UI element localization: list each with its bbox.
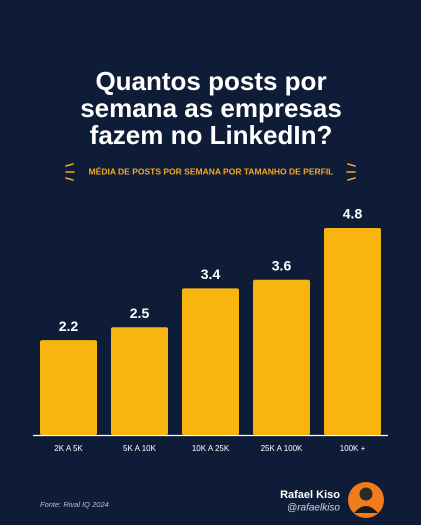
x-tick-label: 10K A 25K: [192, 444, 230, 453]
value-label: 3.4: [201, 266, 221, 282]
dash: [65, 177, 74, 181]
dash: [347, 163, 356, 167]
avatar: [348, 482, 384, 518]
subtitle-dashes: [65, 163, 356, 181]
author-name: Rafael Kiso: [280, 489, 340, 501]
source: Fonte: Rival IQ 2024: [40, 500, 109, 509]
chart-title-line: fazem no LinkedIn?: [90, 120, 333, 150]
bar: [40, 340, 97, 435]
avatar-body: [354, 506, 378, 513]
chart-title-line: Quantos posts por: [95, 66, 326, 96]
author-handle: @rafaelkiso: [287, 503, 340, 514]
value-label: 2.2: [59, 318, 79, 334]
chart-title-line: semana as empresas: [80, 93, 342, 123]
bar: [253, 279, 310, 435]
bar: [182, 288, 239, 435]
x-tick-label: 25K A 100K: [261, 444, 303, 453]
x-tick-label: 5K A 10K: [123, 444, 157, 453]
avatar-head: [359, 487, 373, 501]
dash: [65, 163, 74, 167]
value-label: 4.8: [343, 206, 363, 222]
value-label: 2.5: [130, 305, 150, 321]
x-tick-label: 100K +: [340, 444, 366, 453]
chart-subtitle: MÉDIA DE POSTS POR SEMANA POR TAMANHO DE…: [89, 166, 334, 176]
bar: [111, 327, 168, 435]
x-tick-label: 2K A 5K: [54, 444, 83, 453]
value-label: 3.6: [272, 257, 292, 273]
dash: [347, 177, 356, 181]
bar: [324, 228, 381, 435]
